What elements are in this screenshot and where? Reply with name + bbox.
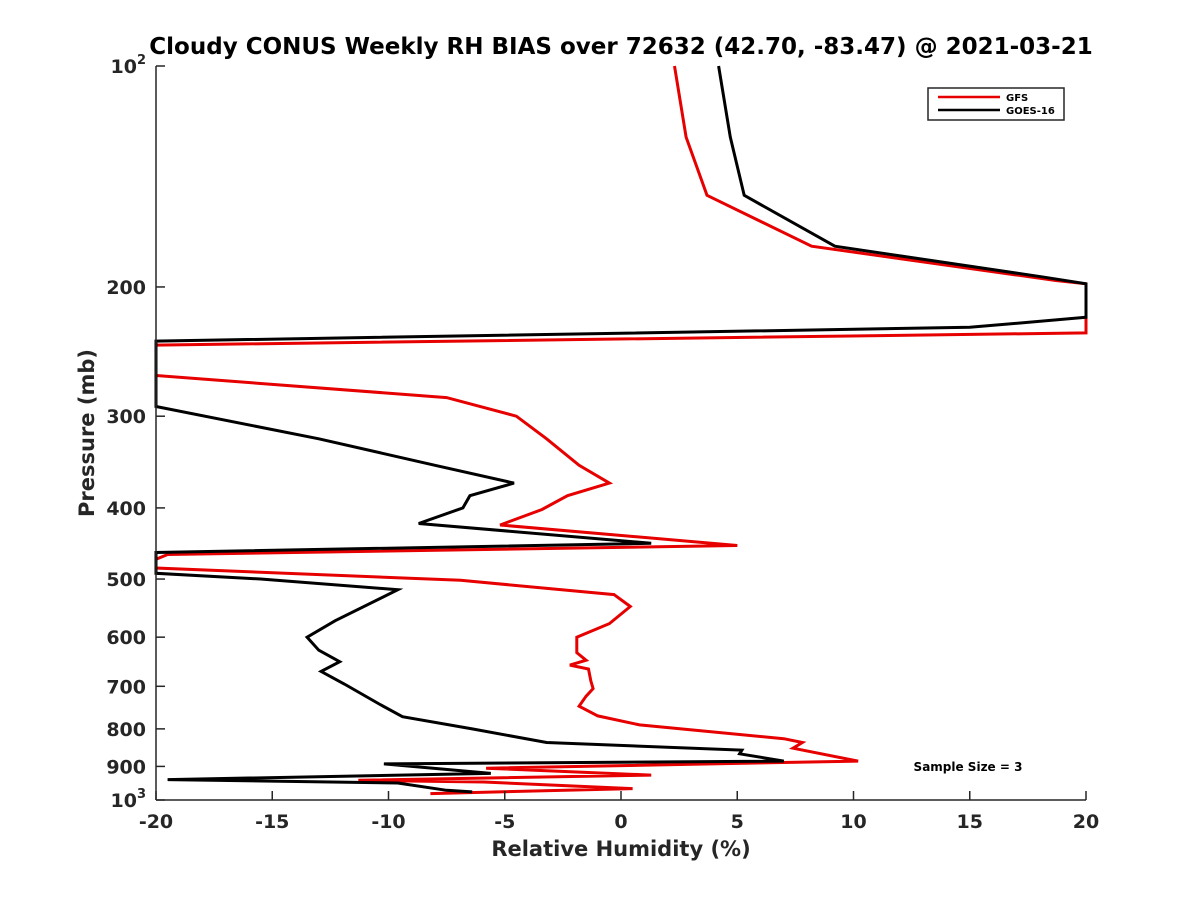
x-tick-label: 0 — [614, 811, 627, 833]
x-tick-label: -5 — [494, 811, 515, 833]
x-tick-label: -20 — [139, 811, 173, 833]
y-tick-label: 800 — [106, 719, 146, 741]
x-tick-label: 10 — [840, 811, 866, 833]
sample-size-annotation: Sample Size = 3 — [914, 760, 1023, 774]
x-ticks: -20 -15 -10 -5 0 5 10 15 20 — [139, 791, 1099, 833]
y-tick-label: 500 — [106, 569, 146, 591]
x-axis-label: Relative Humidity (%) — [491, 837, 750, 861]
x-tick-label: 20 — [1073, 811, 1099, 833]
x-tick-label: 15 — [957, 811, 983, 833]
chart-title: Cloudy CONUS Weekly RH BIAS over 72632 (… — [149, 34, 1092, 60]
axes-background — [156, 66, 1086, 800]
legend-box — [927, 87, 1065, 121]
y-tick-label: 200 — [106, 277, 146, 299]
series-line-goes16 — [154, 65, 1088, 794]
y-tick-label: 400 — [106, 498, 146, 520]
x-tick-label: -15 — [255, 811, 289, 833]
y-tick-label: 700 — [106, 676, 146, 698]
x-tick-label: 5 — [731, 811, 744, 833]
legend-label-goes16: GOES-16 — [1006, 106, 1055, 117]
y-tick-label: 900 — [106, 756, 146, 778]
y-axis-label: Pressure (mb) — [75, 349, 99, 517]
y-tick-label: 300 — [106, 406, 146, 428]
legend-label-gfs: GFS — [1006, 93, 1028, 104]
legend: GFS GOES-16 — [927, 87, 1065, 121]
y-tick-label: 600 — [106, 627, 146, 649]
plot-area — [154, 65, 1088, 801]
x-tick-label: -10 — [371, 811, 405, 833]
